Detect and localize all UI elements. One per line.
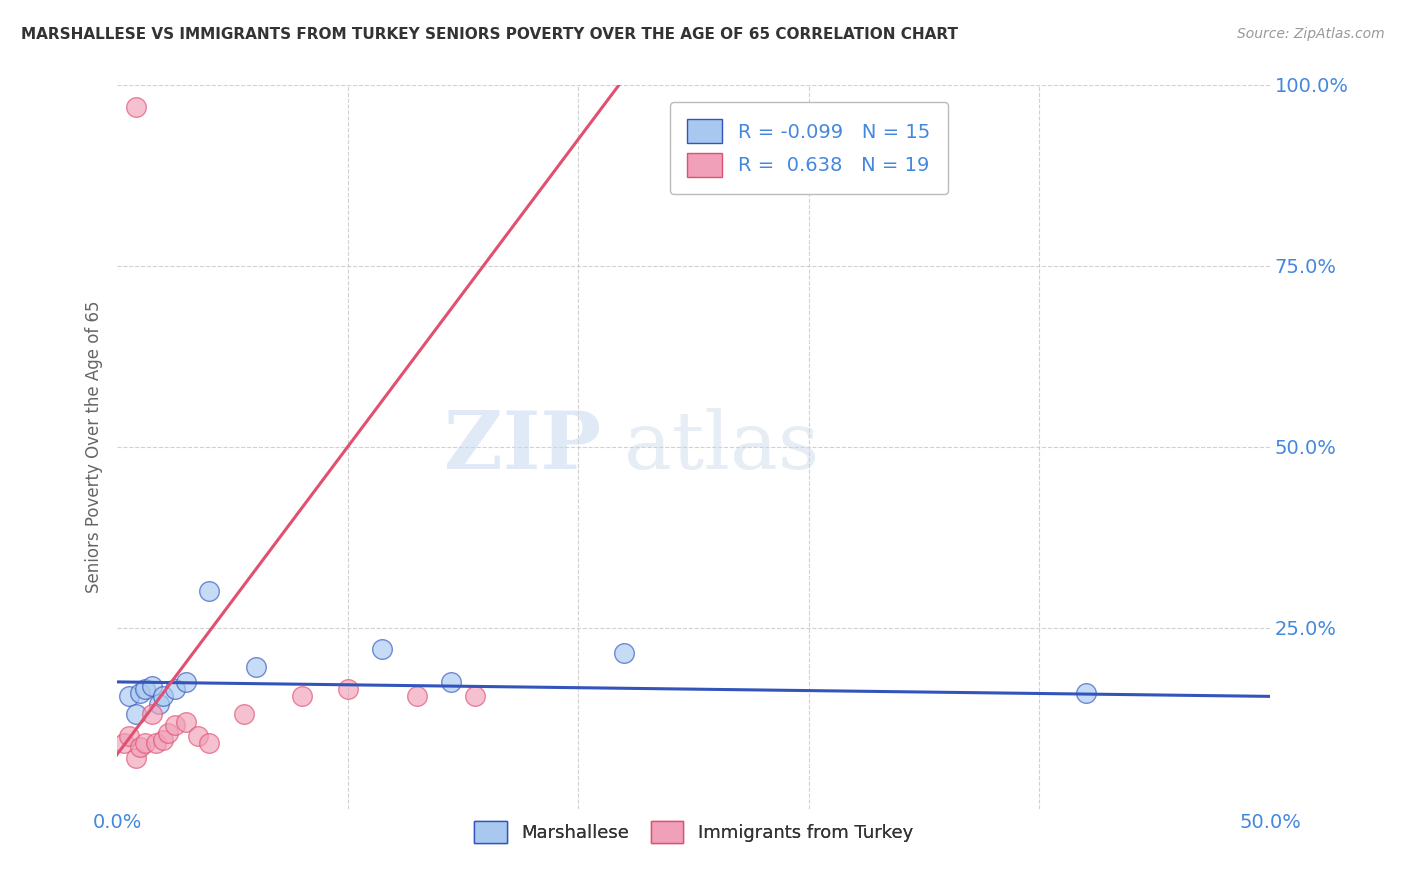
- Point: [124, 100, 146, 114]
- Point: [198, 736, 221, 750]
- Point: [141, 707, 163, 722]
- Point: [134, 736, 156, 750]
- Point: [233, 707, 256, 722]
- Point: [406, 690, 429, 704]
- Point: [198, 584, 221, 599]
- Point: [112, 736, 135, 750]
- Point: [152, 690, 174, 704]
- Point: [156, 725, 179, 739]
- Point: [1074, 686, 1097, 700]
- Text: Source: ZipAtlas.com: Source: ZipAtlas.com: [1237, 27, 1385, 41]
- Point: [124, 751, 146, 765]
- Point: [176, 674, 198, 689]
- Text: ZIP: ZIP: [444, 408, 602, 486]
- Point: [176, 714, 198, 729]
- Point: [163, 682, 186, 697]
- Legend: Marshallese, Immigrants from Turkey: Marshallese, Immigrants from Turkey: [467, 814, 920, 850]
- Point: [336, 682, 359, 697]
- Text: atlas: atlas: [624, 408, 820, 486]
- Point: [245, 660, 267, 674]
- Point: [134, 682, 156, 697]
- Point: [613, 646, 636, 660]
- Point: [187, 729, 209, 743]
- Point: [291, 690, 314, 704]
- Point: [129, 686, 152, 700]
- Point: [141, 679, 163, 693]
- Point: [440, 674, 463, 689]
- Point: [118, 690, 141, 704]
- Point: [148, 697, 170, 711]
- Point: [152, 732, 174, 747]
- Point: [129, 739, 152, 754]
- Text: MARSHALLESE VS IMMIGRANTS FROM TURKEY SENIORS POVERTY OVER THE AGE OF 65 CORRELA: MARSHALLESE VS IMMIGRANTS FROM TURKEY SE…: [21, 27, 957, 42]
- Point: [145, 736, 167, 750]
- Point: [163, 718, 186, 732]
- Point: [118, 729, 141, 743]
- Point: [124, 707, 146, 722]
- Point: [464, 690, 486, 704]
- Y-axis label: Seniors Poverty Over the Age of 65: Seniors Poverty Over the Age of 65: [86, 301, 103, 593]
- Point: [371, 642, 394, 657]
